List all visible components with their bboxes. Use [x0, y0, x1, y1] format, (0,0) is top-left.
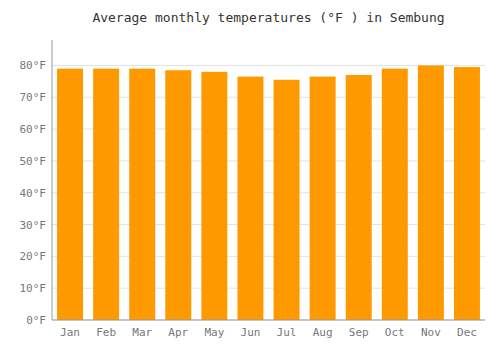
bar	[165, 70, 191, 320]
bar	[274, 80, 300, 320]
bar	[93, 69, 119, 320]
x-tick-label: Jul	[277, 326, 297, 339]
bar	[237, 77, 263, 320]
y-tick-label: 70°F	[20, 91, 47, 104]
grid-line	[52, 320, 485, 321]
y-tick-label: 60°F	[20, 123, 47, 136]
bar	[129, 69, 155, 320]
y-tick-label: 50°F	[20, 155, 47, 168]
x-tick-label: Jan	[60, 326, 80, 339]
grid	[52, 65, 485, 320]
x-axis-line	[52, 320, 485, 321]
bars	[57, 65, 480, 320]
bar	[310, 77, 336, 320]
x-tick-label: Nov	[421, 326, 441, 339]
x-tick-label: Dec	[457, 326, 477, 339]
y-tick-label: 20°F	[20, 250, 47, 263]
bar	[346, 75, 372, 320]
bar	[454, 67, 480, 320]
bar	[382, 69, 408, 320]
x-tick-label: Oct	[385, 326, 405, 339]
y-tick-label: 40°F	[20, 187, 47, 200]
y-tick-label: 10°F	[20, 282, 47, 295]
x-tick-label: Apr	[168, 326, 188, 339]
x-tick-label: Feb	[96, 326, 116, 339]
y-tick-label: 80°F	[20, 59, 47, 72]
chart: Average monthly temperatures (°F ) in Se…	[0, 0, 500, 350]
x-tick-label: Mar	[132, 326, 152, 339]
chart-container: Average monthly temperatures (°F ) in Se…	[0, 0, 500, 350]
y-tick-label: 30°F	[20, 219, 47, 232]
x-tick-label: May	[204, 326, 224, 339]
bar	[418, 65, 444, 320]
y-axis-line	[52, 40, 53, 320]
x-tick-label: Aug	[313, 326, 333, 339]
y-tick-label: 0°F	[26, 314, 46, 327]
x-tick-label: Sep	[349, 326, 369, 339]
bar	[201, 72, 227, 320]
x-tick-label: Jun	[241, 326, 261, 339]
bar	[57, 69, 83, 320]
title: Average monthly temperatures (°F ) in Se…	[92, 10, 444, 25]
